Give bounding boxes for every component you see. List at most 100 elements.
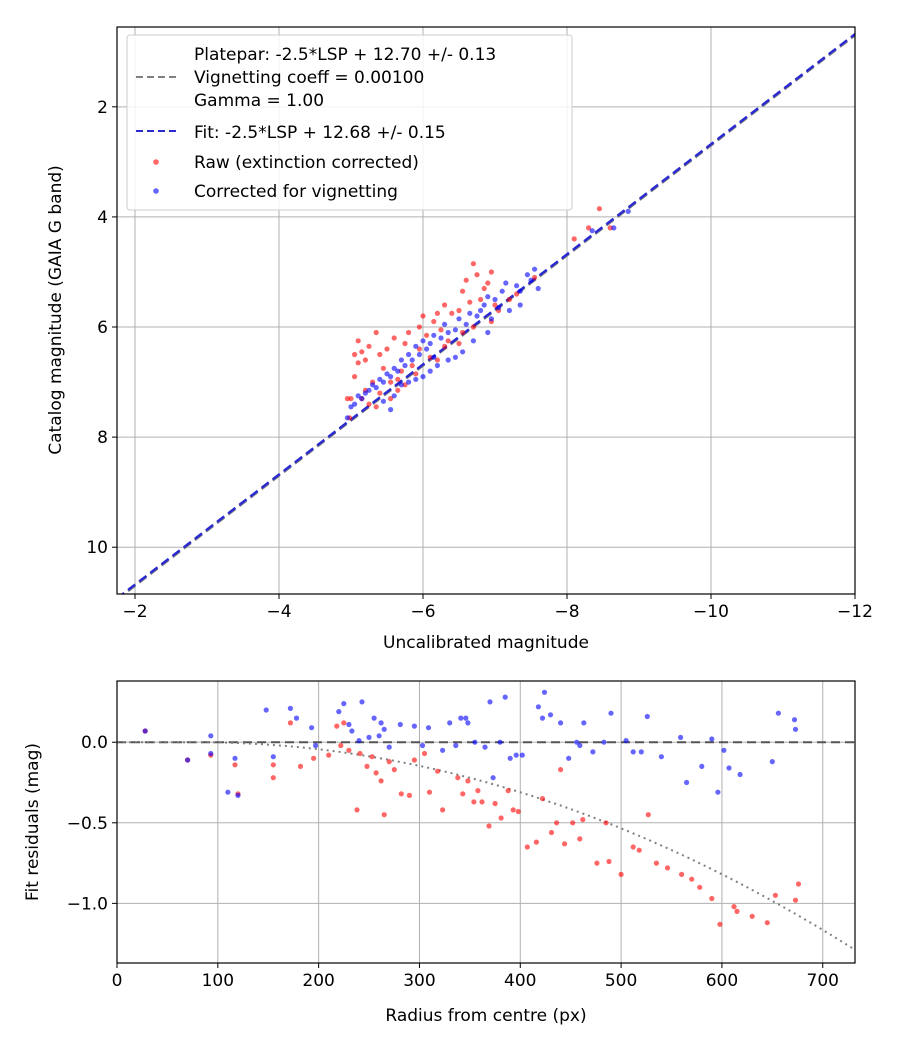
top-corrected-point bbox=[413, 343, 419, 349]
top-corrected-point bbox=[427, 368, 433, 374]
bottom-corrected-point bbox=[715, 789, 721, 795]
top-raw-point bbox=[431, 318, 437, 325]
bottom-raw-point bbox=[562, 841, 568, 847]
bottom-raw-point bbox=[515, 808, 521, 815]
bottom-corrected-point bbox=[721, 747, 727, 753]
bottom-raw-point bbox=[334, 723, 340, 729]
bottom-corrected-point bbox=[185, 757, 191, 763]
top-y-axis-label: Catalog magnitude (GAIA G band) bbox=[46, 165, 66, 455]
top-corrected-point bbox=[456, 316, 462, 322]
bottom-raw-point bbox=[346, 747, 352, 753]
bottom-corrected-point bbox=[482, 744, 488, 750]
top-raw-point bbox=[442, 343, 448, 349]
top-corrected-point bbox=[532, 266, 538, 272]
top-raw-point bbox=[380, 365, 386, 371]
top-raw-point bbox=[481, 285, 487, 292]
bottom-raw-point bbox=[492, 800, 498, 807]
top-lines bbox=[120, 33, 855, 594]
bottom-lines bbox=[117, 741, 855, 951]
bottom-raw-point bbox=[548, 829, 555, 836]
bottom-x-tick-label: 200 bbox=[302, 971, 334, 991]
top-raw-point bbox=[413, 371, 419, 377]
top-corrected-point bbox=[366, 387, 372, 393]
bottom-raw-point bbox=[630, 844, 636, 850]
bottom-corrected-point bbox=[737, 771, 743, 778]
bottom-vignetting-model-line bbox=[117, 741, 855, 951]
top-raw-point bbox=[348, 396, 354, 402]
top-raw-point bbox=[395, 376, 401, 382]
top-raw-point bbox=[402, 340, 408, 347]
bottom-raw-point bbox=[465, 778, 471, 784]
top-corrected-point bbox=[395, 368, 401, 374]
bottom-corrected-point bbox=[487, 699, 493, 705]
bottom-raw-point bbox=[510, 807, 516, 813]
top-corrected-point bbox=[445, 329, 451, 336]
top-corrected-point bbox=[380, 398, 386, 404]
top-raw-point bbox=[406, 329, 412, 336]
bottom-ticks: 0 100 200 300 400 500 600 700 0.0 −0.5 −1.0 bbox=[67, 733, 839, 991]
top-y-tick-label: 6 bbox=[97, 318, 108, 338]
bottom-corrected-point bbox=[378, 720, 384, 726]
top-raw-point bbox=[445, 338, 451, 344]
top-corrected-point bbox=[373, 385, 379, 391]
bottom-corrected-point bbox=[726, 765, 732, 771]
bottom-corrected-point bbox=[541, 689, 548, 695]
top-y-tick-label: 2 bbox=[97, 98, 108, 118]
bottom-corrected-point bbox=[142, 728, 148, 734]
top-corrected-point bbox=[528, 277, 534, 283]
bottom-raw-point bbox=[697, 884, 703, 890]
bottom-points bbox=[142, 689, 802, 927]
bottom-corrected-point bbox=[453, 742, 459, 749]
bottom-corrected-point bbox=[792, 726, 799, 732]
top-corrected-point bbox=[438, 335, 444, 341]
bottom-raw-point bbox=[498, 815, 504, 821]
bottom-raw-point bbox=[398, 791, 404, 797]
top-corrected-point bbox=[485, 294, 491, 300]
top-raw-point bbox=[442, 302, 448, 308]
top-corrected-point bbox=[611, 225, 617, 231]
top-raw-point bbox=[402, 382, 408, 388]
top-corrected-point bbox=[420, 374, 426, 380]
bottom-y-tick-label: 0.0 bbox=[81, 733, 108, 753]
bottom-raw-point bbox=[471, 799, 477, 805]
bottom-x-tick-label: 100 bbox=[202, 971, 234, 991]
top-corrected-point bbox=[406, 351, 412, 358]
bottom-corrected-point bbox=[490, 775, 496, 781]
top-raw-point bbox=[366, 343, 372, 349]
top-raw-point bbox=[373, 329, 379, 336]
top-x-axis-label: Uncalibrated magnitude bbox=[383, 633, 589, 653]
bottom-x-tick-label: 600 bbox=[706, 971, 738, 991]
top-corrected-point bbox=[352, 401, 358, 407]
legend-corrected-marker bbox=[153, 188, 159, 194]
top-raw-point bbox=[434, 310, 440, 316]
legend-platepar-line-3: Gamma = 1.00 bbox=[194, 91, 324, 111]
bottom-x-tick-label: 700 bbox=[807, 971, 839, 991]
top-x-tick-label: −8 bbox=[554, 602, 579, 622]
bottom-raw-point bbox=[679, 871, 685, 878]
bottom-raw-point bbox=[369, 754, 375, 760]
bottom-corrected-point bbox=[630, 749, 636, 755]
bottom-corrected-point bbox=[425, 725, 432, 731]
bottom-corrected-point bbox=[472, 739, 478, 745]
bottom-corrected-point bbox=[458, 715, 464, 721]
top-raw-point bbox=[478, 296, 484, 303]
bottom-raw-point bbox=[354, 807, 360, 813]
top-corrected-point bbox=[416, 351, 422, 358]
bottom-corrected-point bbox=[371, 715, 377, 721]
bottom-raw-point bbox=[475, 788, 481, 794]
top-corrected-point bbox=[481, 302, 487, 308]
top-raw-point bbox=[434, 357, 440, 363]
bottom-corrected-point bbox=[769, 759, 775, 765]
bottom-corrected-point bbox=[235, 792, 241, 799]
legend-box bbox=[126, 34, 573, 211]
top-corrected-point bbox=[391, 393, 397, 399]
bottom-raw-point bbox=[287, 720, 293, 726]
top-raw-point bbox=[470, 324, 476, 330]
top-raw-point bbox=[416, 324, 422, 330]
bottom-raw-point bbox=[232, 762, 238, 768]
bottom-raw-point bbox=[391, 767, 397, 773]
top-corrected-point bbox=[402, 362, 408, 369]
bottom-corrected-point bbox=[709, 736, 715, 742]
bottom-raw-point bbox=[533, 839, 540, 845]
bottom-corrected-point bbox=[791, 717, 798, 723]
